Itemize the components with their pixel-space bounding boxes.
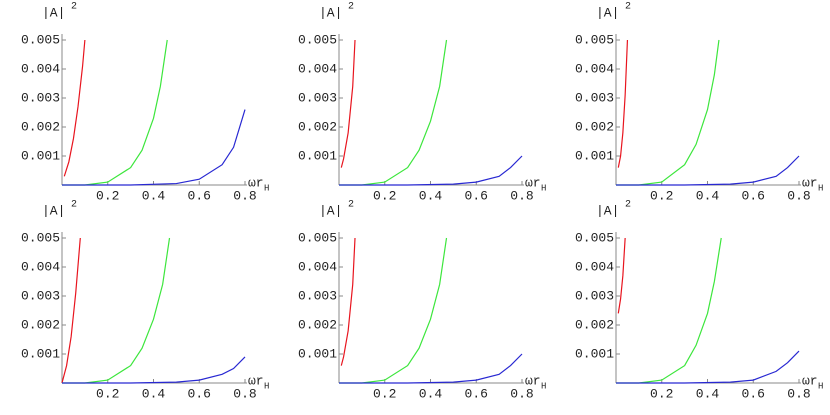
y-axis-label: |A| xyxy=(596,203,619,218)
line-series xyxy=(340,39,356,168)
y-tick-label: 0.004 xyxy=(21,259,60,274)
x-axis-label: ωr xyxy=(525,175,541,190)
line-series xyxy=(617,237,626,314)
x-tick-label: 0.6 xyxy=(742,386,765,401)
line-series xyxy=(62,109,246,186)
y-tick-label: 0.001 xyxy=(21,346,60,361)
line-series xyxy=(339,155,523,186)
y-tick-label: 0.005 xyxy=(575,32,614,47)
x-tick-label: 0.2 xyxy=(650,188,673,203)
x-tick-label: 0.4 xyxy=(419,386,443,401)
x-tick-label: 0.2 xyxy=(96,188,119,203)
y-tick-label: 0.001 xyxy=(575,148,614,163)
x-tick-label: 0.4 xyxy=(419,188,443,203)
y-tick-label: 0.001 xyxy=(298,148,337,163)
y-axis-label-sup: 2 xyxy=(625,2,631,13)
y-tick-label: 0.004 xyxy=(575,61,614,76)
y-tick-label: 0.002 xyxy=(21,317,60,332)
y-tick-label: 0.005 xyxy=(575,230,614,245)
y-axis-label: |A| xyxy=(319,5,342,20)
x-tick-label: 0.8 xyxy=(787,188,810,203)
line-series xyxy=(616,237,722,384)
y-tick-label: 0.004 xyxy=(21,61,60,76)
x-tick-label: 0.6 xyxy=(742,188,765,203)
line-series xyxy=(61,237,81,384)
line-series xyxy=(617,39,629,168)
x-tick-label: 0.4 xyxy=(142,386,166,401)
line-series xyxy=(616,39,720,186)
line-series xyxy=(62,356,246,384)
y-axis-label-sup: 2 xyxy=(348,2,354,13)
y-tick-label: 0.004 xyxy=(298,259,337,274)
y-tick-label: 0.004 xyxy=(298,61,337,76)
x-tick-label: 0.8 xyxy=(510,188,533,203)
x-tick-label: 0.6 xyxy=(465,386,488,401)
x-tick-label: 0.8 xyxy=(233,188,256,203)
y-tick-label: 0.005 xyxy=(21,230,60,245)
x-tick-label: 0.2 xyxy=(96,386,119,401)
line-series xyxy=(339,353,523,384)
y-tick-label: 0.003 xyxy=(298,90,337,105)
x-tick-label: 0.4 xyxy=(142,188,166,203)
y-tick-label: 0.004 xyxy=(575,259,614,274)
line-series xyxy=(616,350,800,384)
y-tick-label: 0.003 xyxy=(575,288,614,303)
y-tick-label: 0.002 xyxy=(575,317,614,332)
x-axis-label-sub: H xyxy=(264,183,269,193)
line-series xyxy=(63,39,86,177)
y-tick-label: 0.003 xyxy=(21,90,60,105)
x-tick-label: 0.4 xyxy=(696,188,720,203)
x-axis-label-sub: H xyxy=(541,381,546,391)
x-axis-label-sub: H xyxy=(818,183,823,193)
y-tick-label: 0.002 xyxy=(298,317,337,332)
x-tick-label: 0.6 xyxy=(188,188,211,203)
y-axis-label-sup: 2 xyxy=(71,200,77,211)
y-axis-label-sup: 2 xyxy=(625,200,631,211)
line-series xyxy=(339,237,448,384)
x-axis-label-sub: H xyxy=(264,381,269,391)
line-series xyxy=(340,237,356,366)
y-tick-label: 0.005 xyxy=(21,32,60,47)
y-tick-label: 0.003 xyxy=(21,288,60,303)
y-tick-label: 0.002 xyxy=(21,119,60,134)
y-axis-label-sup: 2 xyxy=(71,2,77,13)
x-tick-label: 0.8 xyxy=(510,386,533,401)
y-tick-label: 0.003 xyxy=(575,90,614,105)
y-axis-label: |A| xyxy=(319,203,342,218)
x-axis-label: ωr xyxy=(248,175,264,190)
line-series xyxy=(616,155,800,186)
x-axis-label-sub: H xyxy=(818,381,823,391)
x-tick-label: 0.2 xyxy=(650,386,673,401)
x-axis-label: ωr xyxy=(525,373,541,388)
x-tick-label: 0.8 xyxy=(787,386,810,401)
x-axis-label: ωr xyxy=(248,373,264,388)
y-tick-label: 0.001 xyxy=(298,346,337,361)
x-tick-label: 0.6 xyxy=(188,386,211,401)
x-tick-label: 0.8 xyxy=(233,386,256,401)
x-axis-label-sub: H xyxy=(541,183,546,193)
y-axis-label: |A| xyxy=(42,5,65,20)
y-tick-label: 0.001 xyxy=(21,148,60,163)
y-tick-label: 0.005 xyxy=(298,32,337,47)
x-tick-label: 0.2 xyxy=(373,188,396,203)
y-tick-label: 0.003 xyxy=(298,288,337,303)
y-tick-label: 0.002 xyxy=(298,119,337,134)
x-axis-label: ωr xyxy=(802,175,818,190)
x-tick-label: 0.2 xyxy=(373,386,396,401)
x-tick-label: 0.4 xyxy=(696,386,720,401)
x-tick-label: 0.6 xyxy=(465,188,488,203)
y-axis-label: |A| xyxy=(42,203,65,218)
line-series xyxy=(339,39,448,186)
y-axis-label: |A| xyxy=(596,5,619,20)
y-tick-label: 0.002 xyxy=(575,119,614,134)
y-tick-label: 0.001 xyxy=(575,346,614,361)
x-axis-label: ωr xyxy=(802,373,818,388)
y-tick-label: 0.005 xyxy=(298,230,337,245)
y-axis-label-sup: 2 xyxy=(348,200,354,211)
